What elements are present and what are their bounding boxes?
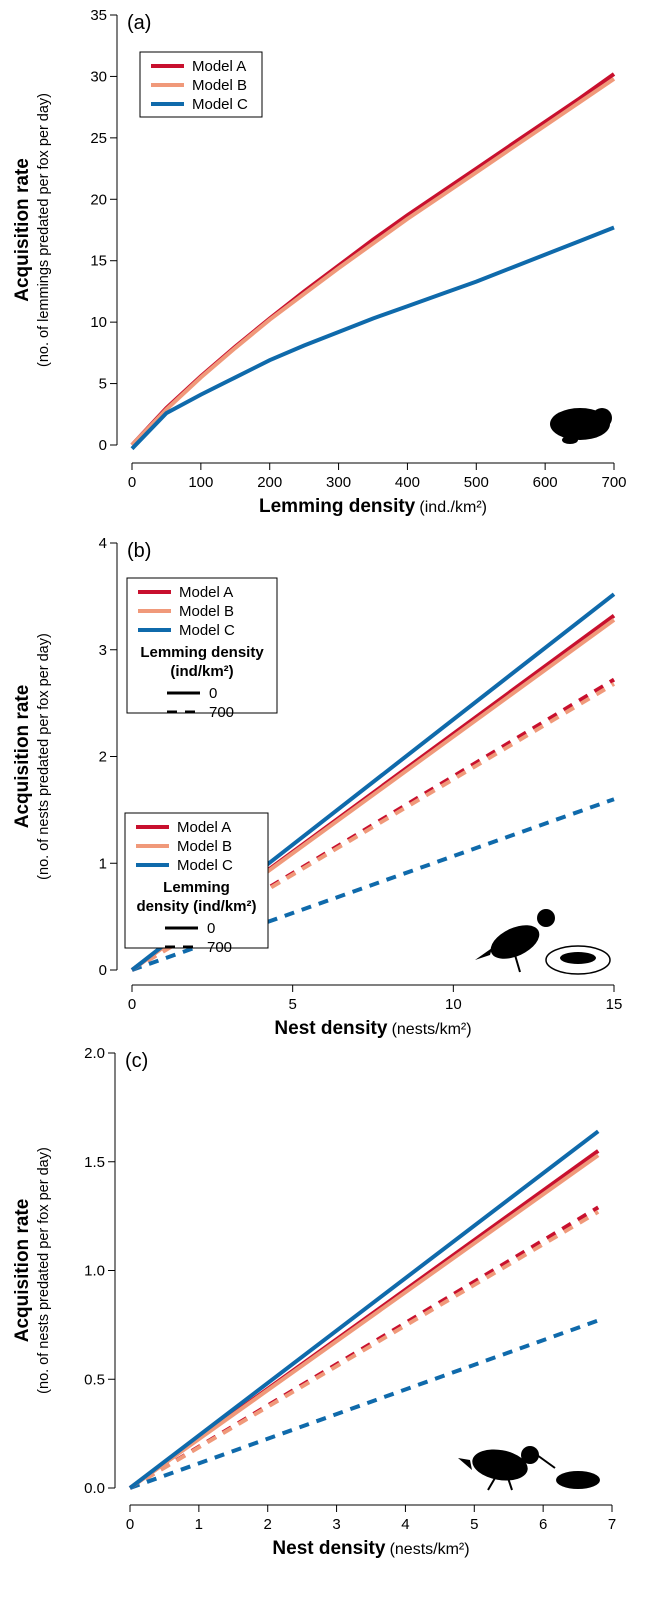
y-tick-label: 35 bbox=[90, 7, 107, 24]
y-tick-label: 0.0 bbox=[84, 1480, 105, 1497]
legend-label: Model A bbox=[192, 58, 246, 75]
y-tick-label: 4 bbox=[99, 535, 107, 552]
legend-label: Model B bbox=[177, 838, 232, 855]
y-axis-subtitle: (no. of nests predated per fox per day) bbox=[36, 1147, 52, 1394]
x-axis-title-main: Lemming density bbox=[259, 496, 416, 517]
legend-title-box: Lemming density (ind/km²) bbox=[140, 644, 264, 680]
y-axis-title: Acquisition rate bbox=[12, 158, 33, 302]
x-tick-label: 0 bbox=[128, 474, 136, 491]
x-tick-label: 1 bbox=[195, 1516, 203, 1533]
x-tick-label: 700 bbox=[601, 474, 626, 491]
panel-label: (c) bbox=[125, 1050, 148, 1072]
y-axis-title: Acquisition rate bbox=[12, 1199, 33, 1343]
x-tick-label: 100 bbox=[188, 474, 213, 491]
y-tick-label: 5 bbox=[99, 376, 107, 393]
y-tick-label: 0.5 bbox=[84, 1371, 105, 1388]
x-axis-title-unit: (ind./km²) bbox=[419, 499, 487, 516]
legend-label: Model A bbox=[179, 584, 233, 601]
y-axis-subtitle: (no. of nests predated per fox per day) bbox=[36, 633, 52, 880]
legend-label: Model C bbox=[177, 857, 233, 874]
data-line bbox=[128, 1153, 600, 1490]
x-tick-label: 200 bbox=[257, 474, 282, 491]
y-tick-label: 1 bbox=[99, 855, 107, 872]
legend-label: Model B bbox=[179, 603, 234, 620]
bird-eggs-icon bbox=[458, 1446, 600, 1491]
y-tick-label: 2 bbox=[99, 749, 107, 766]
y-tick-label: 20 bbox=[90, 191, 107, 208]
y-axis-subtitle: (no. of lemmings predated per fox per da… bbox=[36, 93, 52, 367]
legend-box bbox=[126, 577, 278, 714]
x-tick-label: 7 bbox=[608, 1516, 616, 1533]
x-axis-title-main: Nest density bbox=[272, 1538, 385, 1559]
x-axis-title-main: Nest density bbox=[274, 1018, 387, 1039]
x-tick-label: 5 bbox=[288, 996, 296, 1013]
x-axis-title-unit: (nests/km²) bbox=[390, 1541, 470, 1558]
x-tick-label: 2 bbox=[264, 1516, 272, 1533]
y-tick-label: 1.5 bbox=[84, 1154, 105, 1171]
x-tick-label: 5 bbox=[470, 1516, 478, 1533]
x-axis-title-unit: (nests/km²) bbox=[392, 1021, 472, 1038]
data-line bbox=[128, 1129, 600, 1490]
legend-dash-label: 700 bbox=[209, 704, 234, 721]
x-tick-label: 0 bbox=[128, 996, 136, 1013]
panel: 0 5 10 15 20 25 30 35 0 100 200 300 400 500 600 700 (a) A… bbox=[12, 7, 627, 517]
data-line bbox=[128, 1210, 600, 1490]
y-tick-label: 10 bbox=[90, 314, 107, 331]
y-axis-title: Acquisition rate bbox=[12, 685, 33, 829]
legend-dash-label: 0 bbox=[207, 920, 215, 937]
y-tick-label: 1.0 bbox=[84, 1263, 105, 1280]
x-tick-label: 4 bbox=[401, 1516, 409, 1533]
lemming-icon bbox=[550, 408, 612, 444]
data-line bbox=[130, 225, 615, 451]
x-tick-label: 400 bbox=[395, 474, 420, 491]
legend-label: Model A bbox=[177, 819, 231, 836]
legend-title-box: Lemming density (ind/km²) bbox=[136, 879, 257, 915]
panel: 0.0 0.5 1.0 1.5 2.0 0 1 2 3 4 5 6 7 (c) Acquisition ra… bbox=[12, 812, 616, 1559]
legend-label: Model C bbox=[192, 96, 248, 113]
x-tick-label: 15 bbox=[606, 996, 623, 1013]
panel-label: (b) bbox=[127, 540, 151, 562]
y-tick-label: 0 bbox=[99, 437, 107, 454]
x-tick-label: 6 bbox=[539, 1516, 547, 1533]
legend-box bbox=[124, 812, 269, 949]
x-tick-label: 10 bbox=[445, 996, 462, 1013]
legend-label: Model C bbox=[179, 622, 235, 639]
x-axis-title: Nest density (nests/km²) bbox=[274, 1018, 471, 1039]
legend-title: Lemming density (ind/km²) bbox=[140, 644, 264, 680]
x-tick-label: 500 bbox=[464, 474, 489, 491]
bird-nest-icon bbox=[475, 909, 611, 975]
legend-dash-label: 700 bbox=[207, 939, 232, 956]
data-line bbox=[130, 77, 616, 447]
data-line bbox=[129, 1318, 599, 1490]
y-tick-label: 2.0 bbox=[84, 1045, 105, 1062]
legend-title: Lemming density (ind/km²) bbox=[136, 879, 257, 915]
legend-label: Model B bbox=[192, 77, 247, 94]
y-tick-label: 30 bbox=[90, 68, 107, 85]
x-tick-label: 300 bbox=[326, 474, 351, 491]
y-tick-label: 25 bbox=[90, 130, 107, 147]
legend-dash-label: 0 bbox=[209, 685, 217, 702]
y-tick-label: 0 bbox=[99, 962, 107, 979]
y-tick-label: 15 bbox=[90, 253, 107, 270]
x-axis-title: Nest density (nests/km²) bbox=[272, 1538, 469, 1559]
panel: 0 1 2 3 4 0 5 10 15 (b) Acquisition rate (no. of ne… bbox=[12, 535, 622, 1039]
x-tick-label: 3 bbox=[332, 1516, 340, 1533]
x-tick-label: 0 bbox=[126, 1516, 134, 1533]
panel-label: (a) bbox=[127, 12, 151, 34]
data-line bbox=[131, 797, 615, 972]
x-tick-label: 600 bbox=[533, 474, 558, 491]
y-tick-label: 3 bbox=[99, 642, 107, 659]
x-axis-title: Lemming density (ind./km²) bbox=[259, 496, 487, 517]
